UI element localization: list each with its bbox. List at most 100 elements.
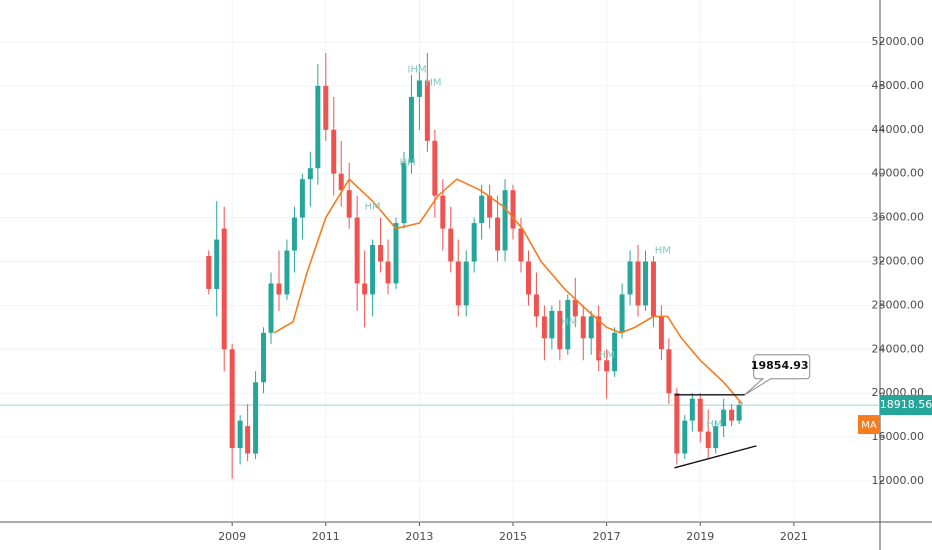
candle-body xyxy=(736,405,742,421)
pattern-label: HM xyxy=(365,202,381,213)
x-tick-label: 2015 xyxy=(499,530,527,543)
candle-body xyxy=(338,173,344,191)
candle-body xyxy=(635,261,641,306)
y-tick-label: 24000.00 xyxy=(872,342,925,355)
candle-body xyxy=(518,228,524,262)
y-tick-label: 44000.00 xyxy=(872,123,925,136)
candle-body xyxy=(682,420,688,454)
candle-body xyxy=(299,179,305,218)
candle-body xyxy=(588,316,594,339)
candle-body xyxy=(206,256,212,289)
candle-body xyxy=(580,316,586,339)
candle-body xyxy=(378,245,384,262)
candle-body xyxy=(455,261,461,306)
candle-body xyxy=(291,217,297,251)
candle-body xyxy=(565,299,571,350)
x-tick-label: 2013 xyxy=(405,530,433,543)
y-tick-label: 36000.00 xyxy=(872,211,925,224)
candle-body xyxy=(346,190,352,218)
x-tick-label: 2017 xyxy=(593,530,621,543)
candle-body xyxy=(362,283,368,295)
last-price-label: 18918.56 xyxy=(880,398,932,411)
y-tick-label: 52000.00 xyxy=(872,35,925,48)
y-tick-label: 40000.00 xyxy=(872,167,925,180)
candle-body xyxy=(495,217,501,251)
candle-body xyxy=(276,283,282,295)
pattern-label: HM xyxy=(425,78,441,89)
candle-body xyxy=(448,228,454,262)
candle-body xyxy=(221,228,227,350)
candle-body xyxy=(487,195,493,218)
last-price-tag xyxy=(880,395,932,416)
candle-body xyxy=(440,195,446,229)
candle-body xyxy=(642,261,648,306)
x-tick-label: 2011 xyxy=(312,530,340,543)
candle-body xyxy=(432,140,438,196)
candle-body xyxy=(354,217,360,284)
candle-body xyxy=(541,316,547,339)
x-tick-label: 2019 xyxy=(686,530,714,543)
candle-body xyxy=(401,162,407,224)
ma-label: MA xyxy=(861,420,877,431)
candle-body xyxy=(245,426,251,454)
candle-body xyxy=(713,426,719,449)
candle-body xyxy=(385,261,391,284)
candle-body xyxy=(479,195,485,224)
candle-body xyxy=(612,332,618,372)
candle-body xyxy=(284,250,290,295)
candle-body xyxy=(666,349,672,394)
callout-label: 19854.93 xyxy=(751,359,809,372)
pattern-label: HM xyxy=(599,350,615,361)
candle-body xyxy=(729,409,735,421)
candle-body xyxy=(463,261,469,306)
candle-body xyxy=(721,409,727,427)
callout-box xyxy=(744,354,811,396)
candle-body xyxy=(315,85,321,169)
candle-body xyxy=(393,223,399,284)
y-tick-label: 32000.00 xyxy=(872,254,925,267)
candle-body xyxy=(416,80,422,97)
trendline xyxy=(674,445,757,469)
candle-body xyxy=(674,393,680,454)
y-tick-label: 28000.00 xyxy=(872,298,925,311)
candle-body xyxy=(689,398,695,421)
candle-body xyxy=(697,398,703,432)
candle-body xyxy=(604,360,610,372)
x-tick-label: 2021 xyxy=(780,530,808,543)
candle-body xyxy=(237,420,243,449)
pattern-label: HM xyxy=(400,158,416,169)
pattern-label: IHM xyxy=(408,64,427,75)
candle-body xyxy=(619,294,625,333)
candle-body xyxy=(253,382,259,454)
pattern-label: HM xyxy=(655,246,671,257)
candle-body xyxy=(650,261,656,317)
candle-body xyxy=(502,190,508,251)
candle-body xyxy=(705,431,711,449)
candle-body xyxy=(214,239,220,289)
candle-body xyxy=(424,80,430,141)
candle-body xyxy=(261,332,267,383)
candle-body xyxy=(370,245,376,295)
candle-body xyxy=(510,190,516,229)
candle-body xyxy=(471,223,477,262)
candle-body xyxy=(331,129,337,174)
candle-body xyxy=(596,316,602,361)
candle-body xyxy=(658,316,664,350)
pattern-label: HM xyxy=(706,419,722,430)
pattern-label: HM xyxy=(561,317,577,328)
candle-body xyxy=(307,168,313,180)
candle-body xyxy=(572,299,578,317)
y-tick-label: 16000.00 xyxy=(872,430,925,443)
candle-body xyxy=(533,294,539,317)
candle-body xyxy=(525,261,531,295)
candle-body xyxy=(323,85,329,130)
moving-average xyxy=(273,177,743,405)
y-tick-label: 12000.00 xyxy=(872,474,925,487)
y-tick-label: 48000.00 xyxy=(872,79,925,92)
candle-body xyxy=(549,310,555,339)
ma-tag xyxy=(858,415,880,435)
candle-body xyxy=(557,310,563,350)
candle-body xyxy=(408,96,414,163)
candle-body xyxy=(229,349,235,449)
